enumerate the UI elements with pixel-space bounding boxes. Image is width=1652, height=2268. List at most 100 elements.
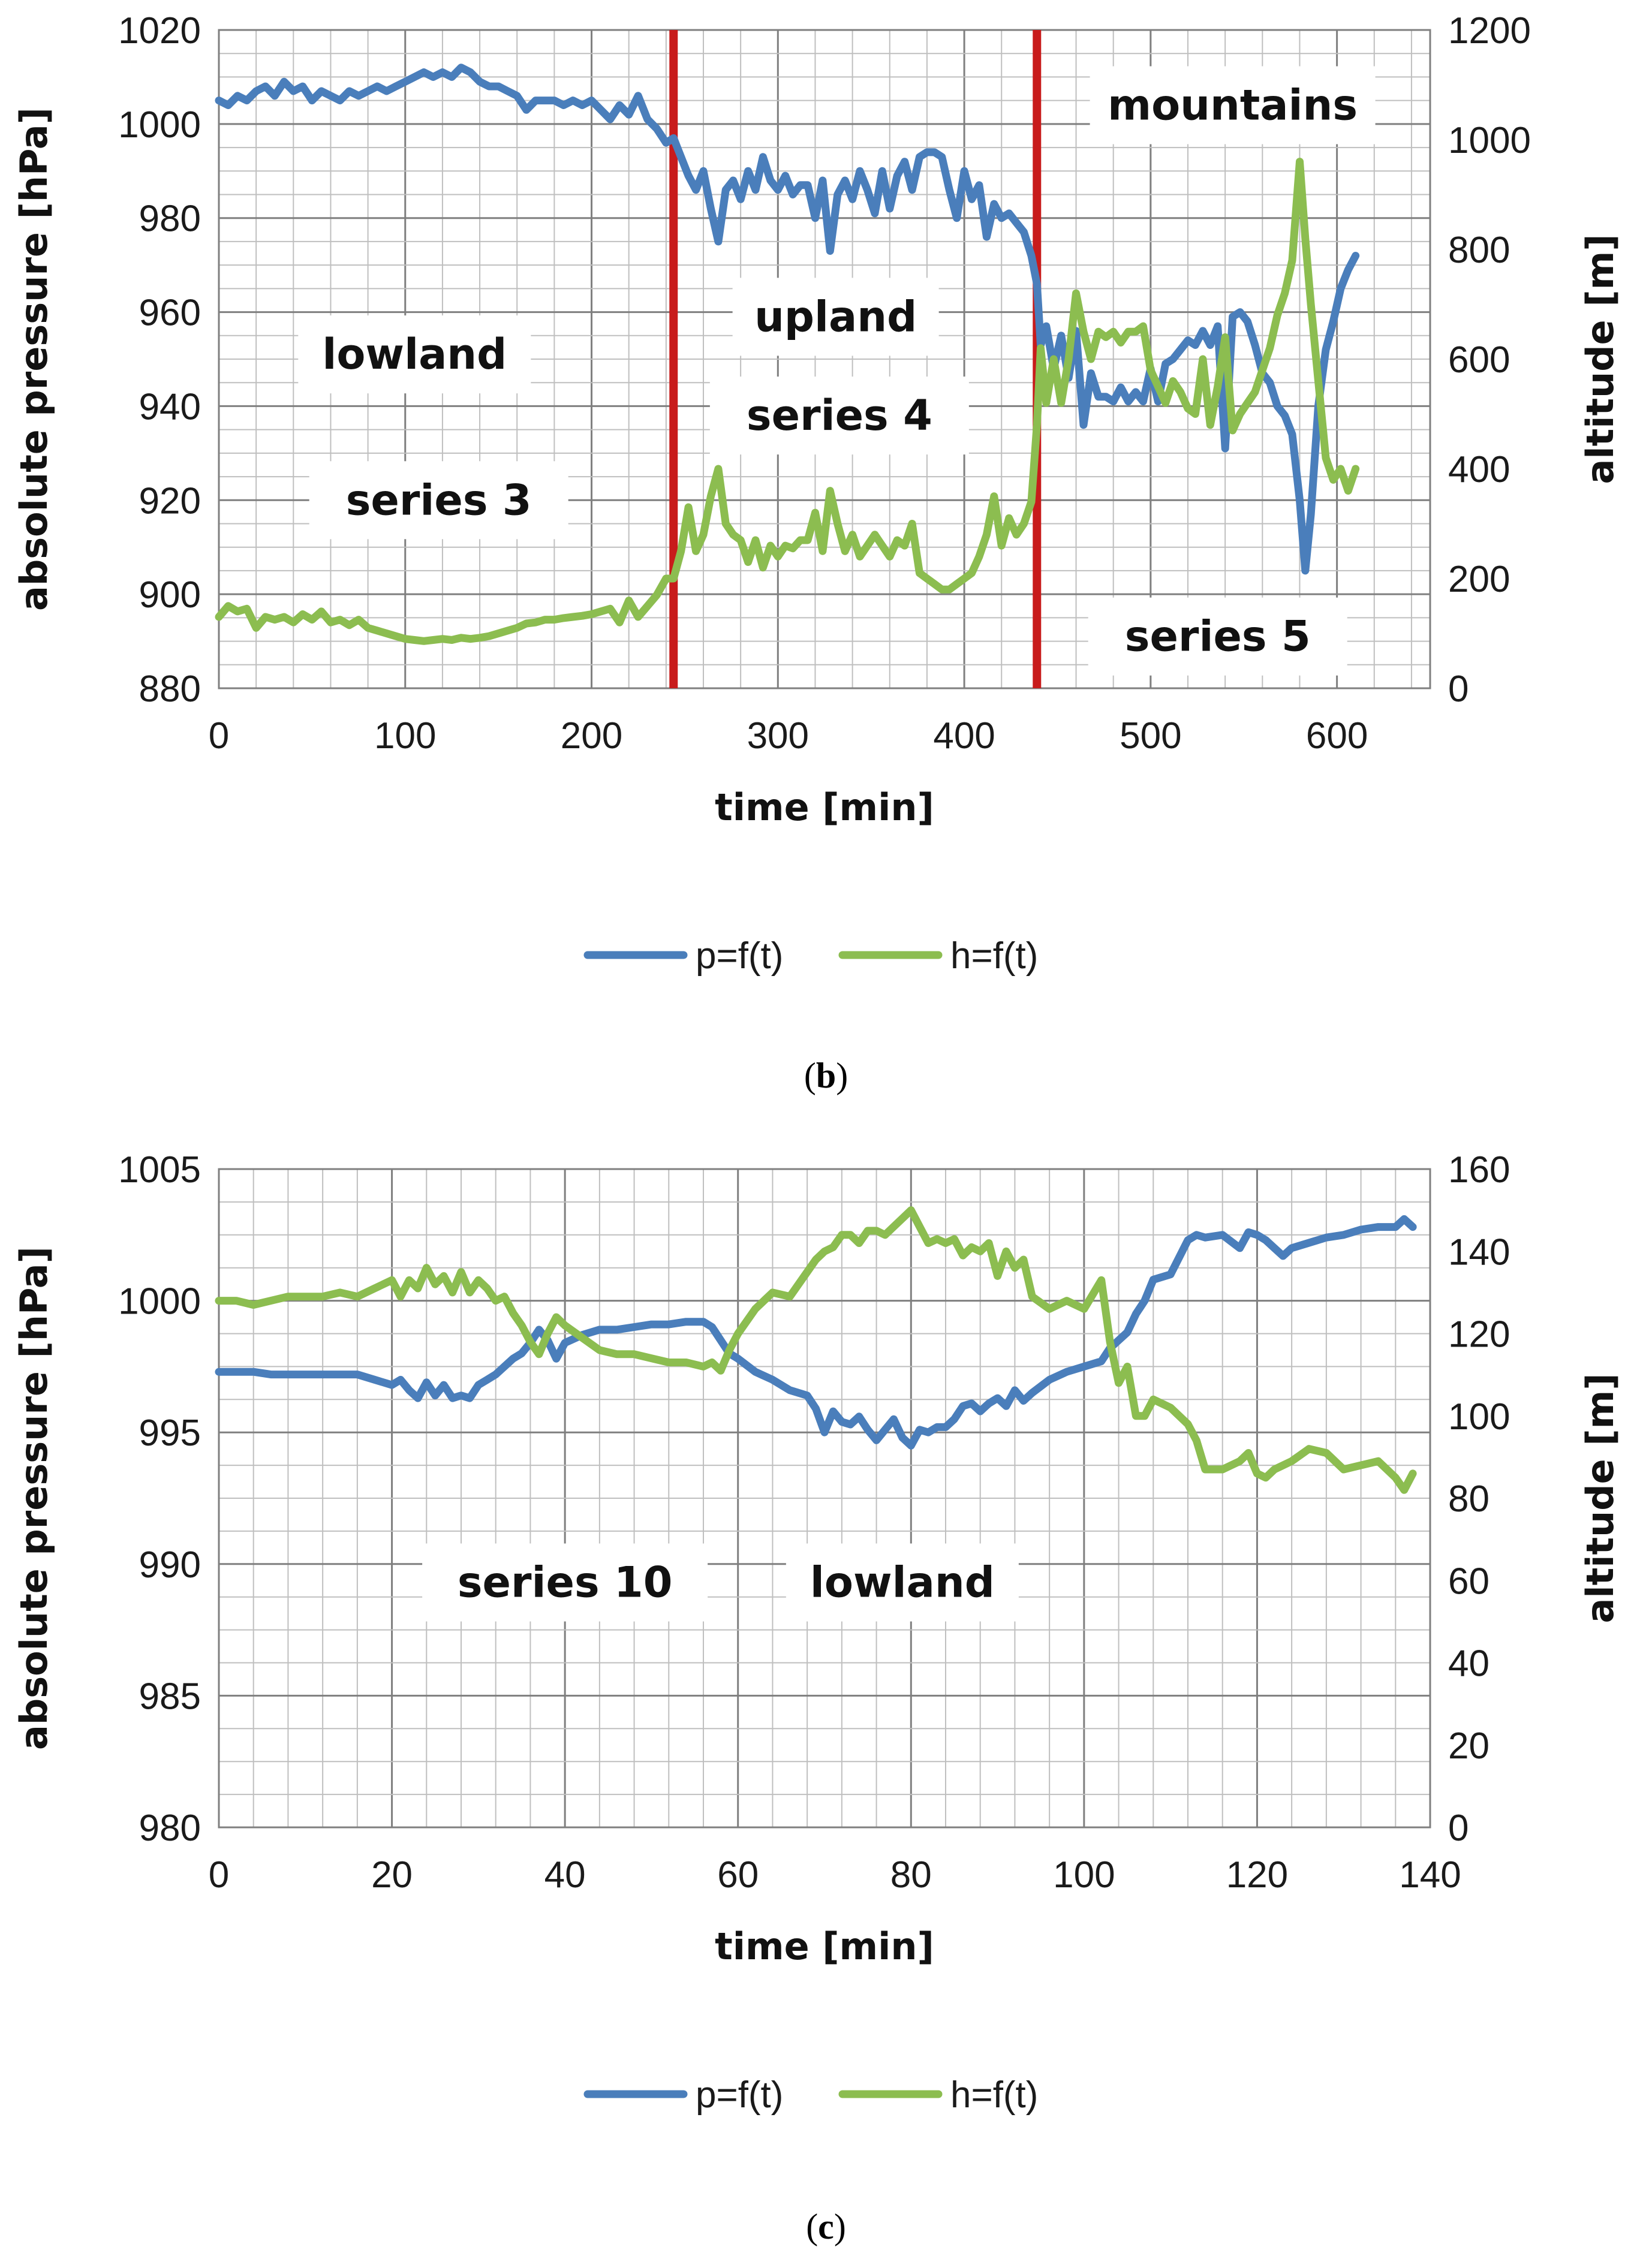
- chart-b-y-left-tick-label: 880: [139, 668, 201, 710]
- chart-c-region-label-box: [786, 1543, 1019, 1622]
- chart-c-series: [215, 1206, 1417, 1494]
- chart-c-y-right-ticks: 0 20 40 60 80 100 120 140 160: [1448, 1149, 1510, 1849]
- chart-c-x-tick-label: 120: [1226, 1854, 1288, 1896]
- chart-b-legend-item: h=f(t): [838, 935, 1038, 977]
- chart-b-region-label-text: upland: [754, 292, 917, 341]
- chart-b-y-right-tick-label: 0: [1448, 668, 1469, 710]
- chart-b-x-tick-label: 600: [1306, 715, 1368, 757]
- chart-c-region-label: series 10: [422, 1543, 708, 1622]
- chart-c-grid: [218, 1168, 1431, 1829]
- chart-b-region-label: mountains: [1090, 66, 1376, 144]
- chart-b-y-left-tick-label: 940: [139, 386, 201, 427]
- chart-c-region-label-text: lowland: [810, 1558, 995, 1607]
- chart-b-legend: p=f(t) h=f(t): [583, 935, 1038, 977]
- chart-c-x-tick-label: 80: [890, 1854, 932, 1896]
- chart-b-pressure-altitude: lowland series 3 upland series 4 mountains se…: [12, 10, 1622, 977]
- chart-c-legend-label: h=f(t): [950, 2074, 1038, 2116]
- chart-b-y-left-tick-label: 900: [139, 574, 201, 616]
- chart-b-x-axis-title: time [min]: [715, 785, 934, 829]
- chart-b-y-left-axis-title: absolute pressure [hPa]: [12, 107, 56, 611]
- chart-b-region-label-text: mountains: [1108, 80, 1358, 129]
- chart-c-y-right-tick-label: 40: [1448, 1643, 1489, 1685]
- chart-c-legend-label: p=f(t): [696, 2074, 783, 2116]
- chart-c-y-left-axis-title: absolute pressure [hPa]: [12, 1246, 56, 1750]
- chart-b-x-tick-label: 200: [561, 715, 622, 757]
- chart-b-series: [215, 64, 1360, 645]
- chart-c-y-right-tick-label: 20: [1448, 1725, 1489, 1767]
- chart-c-pressure-altitude: series 10 lowland 0 20 40 60 80 100 120 140 9809…: [12, 1149, 1622, 2116]
- chart-c-x-ticks: 0 20 40 60 80 100 120 140: [209, 1854, 1461, 1896]
- chart-b-region-label-box: [1088, 597, 1347, 676]
- chart-c-y-right-tick-label: 60: [1448, 1561, 1489, 1602]
- chart-c-x-tick-label: 0: [209, 1854, 229, 1896]
- chart-b-y-left-tick-label: 960: [139, 293, 201, 334]
- chart-b-legend-label: p=f(t): [696, 935, 783, 977]
- chart-b-region-label: series 4: [709, 377, 969, 455]
- chart-b-y-right-tick-label: 400: [1448, 449, 1510, 490]
- chart-b-y-left-ticks: 880 900 920 940 960 980 1000 1020: [118, 10, 201, 710]
- chart-b-region-label: series 5: [1088, 597, 1347, 676]
- chart-c-legend-item: h=f(t): [838, 2074, 1038, 2116]
- chart-c-y-left-tick-label: 985: [139, 1676, 201, 1717]
- chart-c-x-tick-label: 20: [371, 1854, 413, 1896]
- chart-b-y-right-tick-label: 200: [1448, 559, 1510, 600]
- chart-b-region-label-box: [732, 278, 939, 356]
- chart-b-y-left-tick-label: 1020: [118, 10, 201, 52]
- chart-b-y-right-axis-title: altitude [m]: [1578, 234, 1622, 484]
- chart-b-region-label-box: [709, 377, 969, 455]
- chart-b-plot-area: [218, 29, 1431, 689]
- chart-c-region-label-text: series 10: [458, 1558, 673, 1607]
- chart-b-y-right-tick-label: 800: [1448, 230, 1510, 271]
- chart-b-y-left-tick-label: 1000: [118, 104, 201, 146]
- chart-b-y-right-tick-label: 1200: [1448, 10, 1531, 52]
- chart-b-region-label-box: [1090, 66, 1376, 144]
- chart-b-region-label-text: lowland: [322, 330, 507, 379]
- chart-c-legend: p=f(t) h=f(t): [583, 2074, 1038, 2116]
- chart-c-region-label: lowland: [786, 1543, 1019, 1622]
- chart-b-y-left-tick-label: 980: [139, 198, 201, 240]
- chart-b-legend-label: h=f(t): [950, 935, 1038, 977]
- chart-b-series-altitude-line: [215, 158, 1360, 645]
- chart-c-plot-area: [218, 1168, 1431, 1829]
- chart-b-region-labels: lowland series 3 upland series 4 mountains se…: [298, 66, 1376, 676]
- chart-c-y-left-tick-label: 995: [139, 1412, 201, 1454]
- chart-c-x-axis-title: time [min]: [715, 1924, 934, 1968]
- chart-b-region-label: upland: [732, 278, 939, 356]
- chart-c-x-tick-label: 60: [717, 1854, 759, 1896]
- chart-c-series-altitude-line: [215, 1206, 1417, 1494]
- chart-c-y-right-tick-label: 0: [1448, 1808, 1469, 1849]
- chart-c-y-right-tick-label: 80: [1448, 1478, 1489, 1520]
- chart-c-caption: (c): [806, 2207, 846, 2246]
- chart-c-legend-item: p=f(t): [583, 2074, 783, 2116]
- chart-c-x-tick-label: 40: [544, 1854, 586, 1896]
- chart-b-x-tick-label: 0: [209, 715, 229, 757]
- chart-c-y-left-tick-label: 980: [139, 1808, 201, 1849]
- chart-b-caption: (b): [804, 1056, 848, 1095]
- chart-b-y-right-tick-label: 600: [1448, 339, 1510, 381]
- chart-b-series-pressure-line: [215, 64, 1360, 575]
- chart-b-region-label-box: [309, 461, 568, 540]
- chart-b-x-tick-label: 300: [747, 715, 809, 757]
- chart-c-region-label-box: [422, 1543, 708, 1622]
- chart-c-y-right-tick-label: 120: [1448, 1314, 1510, 1356]
- chart-b-x-tick-label: 500: [1120, 715, 1181, 757]
- chart-b-x-tick-label: 100: [374, 715, 436, 757]
- chart-c-y-left-tick-label: 1005: [118, 1149, 201, 1191]
- chart-c-x-tick-label: 140: [1399, 1854, 1461, 1896]
- chart-b-region-label: series 3: [309, 461, 568, 540]
- chart-c-y-right-tick-label: 160: [1448, 1149, 1510, 1191]
- chart-b-region-label-text: series 5: [1125, 612, 1311, 661]
- chart-b-region-label-text: series 3: [346, 475, 532, 525]
- chart-b-region-label: lowland: [298, 315, 531, 394]
- chart-b-y-right-ticks: 0 200 400 600 800 1000 1200: [1448, 10, 1531, 710]
- chart-b-x-tick-label: 400: [933, 715, 995, 757]
- chart-b-x-ticks: 0 100 200 300 400 500 600: [209, 715, 1368, 757]
- chart-b-region-label-text: series 4: [747, 391, 932, 440]
- chart-c-y-right-tick-label: 140: [1448, 1231, 1510, 1273]
- chart-c-series-pressure-line: [215, 1215, 1417, 1450]
- chart-c-y-left-tick-label: 990: [139, 1544, 201, 1586]
- chart-c-y-right-axis-title: altitude [m]: [1578, 1373, 1622, 1623]
- chart-b-region-label-box: [298, 315, 531, 394]
- chart-b-y-right-tick-label: 1000: [1448, 120, 1531, 161]
- chart-b-legend-item: p=f(t): [583, 935, 783, 977]
